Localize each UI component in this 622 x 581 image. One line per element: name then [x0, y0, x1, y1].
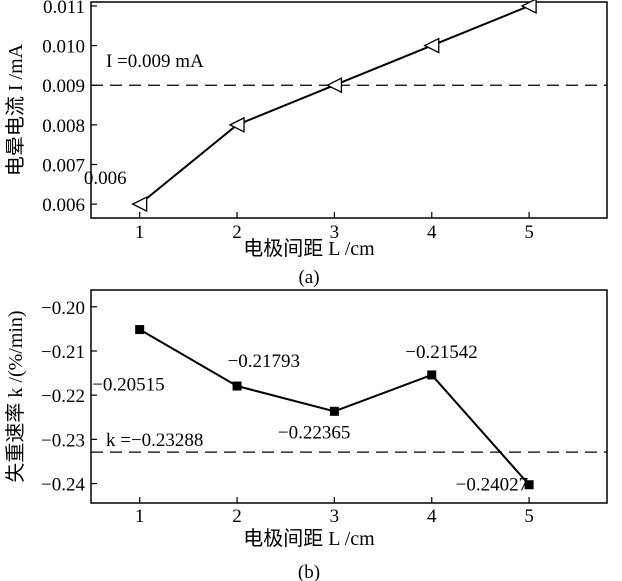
data-point-square	[524, 480, 534, 490]
x-tick-label: 3	[330, 222, 340, 243]
plot-frame	[90, 289, 608, 504]
data-label: 0.006	[84, 168, 127, 189]
y-tick-label: −0.24	[41, 475, 85, 496]
y-tick-label: 0.008	[42, 116, 85, 137]
data-point-triangle	[520, 0, 537, 15]
data-label: −0.20515	[92, 375, 164, 396]
y-axis-title: 电晕电流 I /mA	[4, 43, 27, 176]
data-point-triangle	[325, 77, 343, 94]
reference-line-label: k =−0.23288	[106, 430, 203, 451]
x-tick-label: 3	[330, 506, 340, 527]
x-tick-label: 1	[135, 506, 145, 527]
data-label: −0.21793	[228, 351, 300, 372]
x-tick-label: 2	[232, 222, 242, 243]
reference-line-label: I =0.009 mA	[106, 51, 204, 72]
x-tick-label: 4	[427, 222, 437, 243]
data-point-square	[427, 370, 437, 380]
y-tick-label: 0.009	[42, 76, 85, 97]
y-axis-title: 失重速率 k /(%/min)	[4, 310, 27, 482]
x-axis-title: 电极间距 L /cm	[243, 237, 375, 260]
data-point-square	[232, 381, 242, 391]
chart-panel-b: 1 2 3 4 5 −0.20 −0.21 −0.22 −0.23 −0.24 k =−0.2328…	[4, 289, 608, 581]
data-point-triangle	[228, 116, 245, 133]
x-axis-title: 电极间距 L /cm	[243, 527, 375, 550]
chart-caption: (a)	[298, 267, 319, 288]
y-tick-label: 0.007	[42, 155, 85, 176]
y-tick-label: −0.22	[41, 386, 85, 407]
data-label: −0.24027	[456, 475, 528, 496]
y-tick-label: −0.20	[41, 298, 85, 319]
data-point-triangle	[131, 196, 148, 213]
x-tick-label: 5	[524, 506, 534, 527]
y-tick-label: 0.011	[43, 0, 85, 18]
data-label: −0.21542	[405, 342, 477, 363]
x-tick-label: 1	[135, 222, 145, 243]
y-tick-label: 0.010	[42, 37, 85, 58]
plot-frame	[90, 1, 608, 219]
series-line	[139, 5, 530, 205]
y-tick-label: −0.21	[41, 342, 85, 363]
data-point-triangle	[423, 37, 440, 54]
x-tick-label: 2	[232, 506, 242, 527]
data-point-square	[329, 406, 339, 416]
x-tick-label: 4	[427, 506, 437, 527]
chart-caption: (b)	[298, 562, 320, 581]
y-tick-label: −0.23	[41, 430, 85, 451]
x-tick-label: 5	[524, 222, 534, 243]
y-tick-label: 0.006	[42, 195, 85, 216]
data-label: −0.22365	[278, 422, 350, 443]
data-point-square	[135, 325, 145, 335]
